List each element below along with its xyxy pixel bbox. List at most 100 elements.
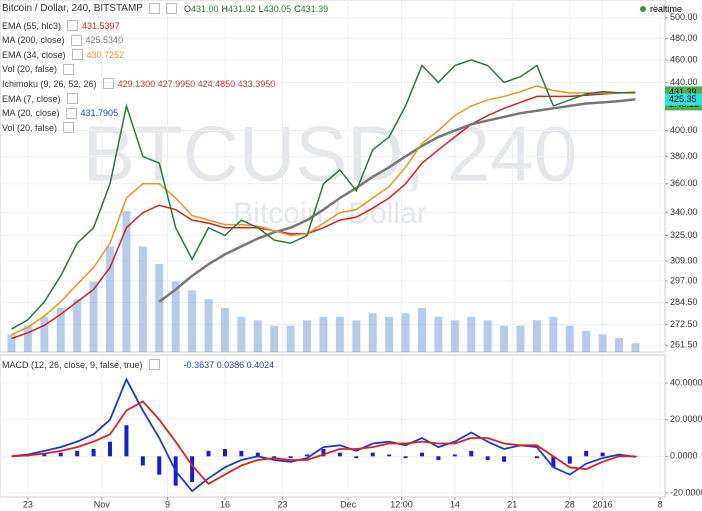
x-tick-label: 8 — [658, 499, 663, 509]
y-tick-label: 440.00 — [670, 77, 698, 87]
settings-icon[interactable] — [63, 122, 75, 134]
histogram-bar — [551, 456, 556, 468]
histogram-bar — [140, 456, 145, 466]
legend-row: Ichimoku (9, 26, 52, 26) 429.1300 427.995… — [2, 77, 275, 90]
x-tick-label: 28 — [565, 499, 575, 509]
volume-bar — [253, 320, 262, 352]
settings-icon[interactable] — [148, 359, 160, 370]
realtime-dot — [640, 5, 646, 12]
y-tick-label: 0.0000 — [670, 451, 698, 461]
y-tick-label: -20.0000 — [670, 487, 702, 497]
legend-readout: 431.5397 — [82, 20, 120, 31]
volume-bar — [467, 316, 476, 352]
y-tick-label: 500.00 — [670, 12, 698, 22]
legend-row: EMA (55, hlc3) 431.5397 — [2, 19, 120, 32]
settings-icon[interactable] — [148, 3, 160, 14]
legend-readout: 430.7252 — [86, 49, 125, 60]
settings-icon[interactable] — [102, 78, 114, 90]
legend-name: Vol (20, false) — [2, 64, 58, 75]
legend-name: MA (20, close) — [2, 108, 60, 119]
volume-bar — [598, 334, 607, 352]
histogram-bar — [469, 450, 474, 457]
volume-bar — [385, 316, 394, 352]
macd-title: MACD (12, 26, close, 9, false, true) — [2, 359, 143, 370]
histogram-bar — [305, 454, 310, 457]
volume-bar — [106, 246, 115, 352]
ohlc-key: L — [258, 3, 264, 14]
y-tick-label: 40.0000 — [670, 377, 702, 387]
x-tick-label: 9 — [165, 499, 170, 509]
x-tick-label: 16 — [220, 499, 230, 509]
volume-bar — [335, 316, 344, 352]
volume-bar — [220, 308, 229, 352]
volume-bar — [286, 325, 295, 352]
ohlc-value: 431.39 — [300, 3, 329, 14]
ohlc-key: O — [183, 3, 191, 14]
price-label-box — [665, 93, 702, 106]
price-line — [11, 59, 636, 330]
volume-bar — [138, 246, 147, 352]
y-tick-label: 480.00 — [670, 33, 698, 43]
settings-icon[interactable] — [67, 20, 79, 31]
volume-bar — [549, 316, 558, 352]
volume-bar — [237, 316, 246, 352]
volume-bar — [270, 325, 279, 352]
ohlc-value: 431.92 — [228, 3, 256, 14]
histogram-bar — [419, 452, 424, 457]
volume-bar — [23, 325, 32, 352]
y-tick-label: 297.00 — [670, 275, 698, 285]
symbol-title: Bitcoin / Dollar, 240, BITSTAMP — [2, 3, 143, 14]
legend-row: EMA (7, close) — [2, 92, 78, 105]
volume-bar — [483, 320, 492, 352]
histogram-bar — [108, 441, 113, 457]
histogram-bar — [387, 454, 392, 457]
histogram-bar — [222, 448, 227, 457]
legend-row: EMA (34, close) 430.7252 — [2, 48, 124, 61]
volume-bar — [368, 313, 377, 352]
x-tick-label: 14 — [450, 499, 460, 509]
settings-icon[interactable] — [165, 3, 177, 14]
y-tick-label: 380.00 — [670, 151, 698, 161]
legend-name: EMA (7, close) — [2, 93, 61, 104]
macd-line — [11, 377, 636, 493]
x-tick-label: 21 — [507, 499, 517, 509]
histogram-bar — [206, 450, 211, 457]
x-tick-label: 2016 — [593, 499, 613, 509]
histogram-bar — [567, 456, 572, 464]
volume-bar — [500, 325, 509, 352]
histogram-bar — [452, 454, 457, 457]
indicator-line — [11, 85, 636, 336]
histogram-bar — [288, 456, 293, 459]
header: Bitcoin / Dollar, 240, BITSTAMP O431.00 H… — [2, 2, 328, 15]
volume-bar — [417, 308, 426, 352]
settings-icon[interactable] — [65, 107, 77, 119]
macd-legend: MACD (12, 26, close, 9, false, true) -0.… — [2, 358, 274, 371]
macd-pane — [0, 354, 666, 498]
y-tick-label: 284.50 — [670, 297, 698, 307]
legend-row: MA (200, close) 425.5340 — [2, 34, 123, 47]
volume-bar — [303, 320, 312, 352]
volume-bar — [434, 316, 443, 352]
settings-icon[interactable] — [70, 34, 82, 46]
settings-icon[interactable] — [66, 93, 78, 104]
settings-icon[interactable] — [71, 49, 83, 61]
histogram-bar — [600, 452, 605, 457]
volume-bar — [532, 320, 541, 352]
settings-icon[interactable] — [63, 63, 75, 75]
watermark: BTCUSD, 240 — [83, 110, 577, 198]
volume-bar — [582, 330, 591, 352]
legend-row: MA (20, close) 431.7905 — [2, 107, 118, 120]
volume-bar — [73, 299, 82, 352]
histogram-bar — [239, 450, 244, 457]
volume-bar — [188, 290, 197, 352]
y-tick-label: 460.00 — [670, 54, 698, 64]
x-tick-label: 23 — [23, 499, 33, 509]
volume-bar — [40, 316, 49, 352]
volume-bar — [56, 308, 65, 352]
volume-bar — [155, 264, 164, 352]
histogram-bar — [157, 456, 162, 475]
x-tick-label: Nov — [94, 499, 111, 509]
volume-bar — [565, 325, 574, 352]
